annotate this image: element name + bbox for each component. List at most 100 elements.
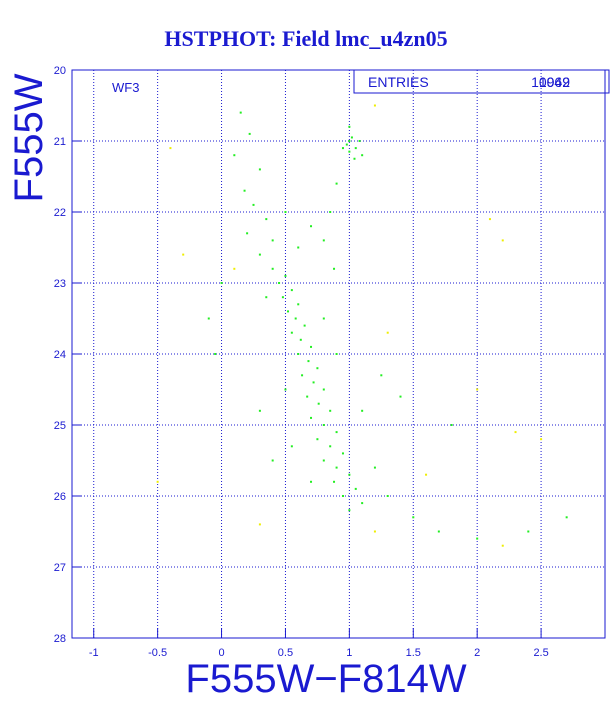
point xyxy=(303,324,306,327)
point xyxy=(380,374,383,377)
point xyxy=(312,381,315,384)
y-tick-label: 22 xyxy=(54,207,66,219)
point xyxy=(348,473,351,476)
point xyxy=(310,416,313,419)
y-tick-label: 28 xyxy=(54,633,66,645)
point xyxy=(501,544,504,547)
point xyxy=(284,274,287,277)
point xyxy=(350,136,353,139)
point xyxy=(239,111,242,114)
point xyxy=(341,452,344,455)
point xyxy=(299,338,302,341)
point xyxy=(565,516,568,519)
point xyxy=(310,225,313,228)
point xyxy=(306,395,309,398)
point xyxy=(527,530,530,533)
point xyxy=(182,253,185,256)
point xyxy=(335,182,338,185)
point xyxy=(258,409,261,412)
stats-label: ENTRIES xyxy=(368,74,429,90)
point xyxy=(348,125,351,128)
point xyxy=(290,445,293,448)
y-tick-label: 24 xyxy=(54,349,66,361)
y-tick-label: 23 xyxy=(54,278,66,290)
point xyxy=(335,466,338,469)
point xyxy=(437,530,440,533)
y-tick-label: 21 xyxy=(54,136,66,148)
point xyxy=(258,253,261,256)
point xyxy=(290,331,293,334)
x-tick-label: 1.5 xyxy=(406,647,421,659)
point xyxy=(373,104,376,107)
point xyxy=(316,367,319,370)
point xyxy=(425,473,428,476)
point xyxy=(271,239,274,242)
point xyxy=(348,509,351,512)
point xyxy=(233,154,236,157)
plot-frame xyxy=(71,69,606,639)
point xyxy=(284,211,287,213)
y-axis-label: F555W xyxy=(7,73,51,202)
point xyxy=(373,466,376,469)
point xyxy=(322,424,325,426)
x-axis-label: F555W−F814W xyxy=(185,657,466,701)
point xyxy=(294,317,297,320)
point xyxy=(354,487,357,490)
point xyxy=(278,282,281,284)
point xyxy=(488,218,491,221)
x-tick-label: 0 xyxy=(218,647,224,659)
point xyxy=(540,438,543,441)
point xyxy=(476,388,479,391)
x-tick-label: 1 xyxy=(346,647,352,659)
point xyxy=(361,409,364,412)
point xyxy=(329,409,332,412)
point xyxy=(220,282,223,284)
point xyxy=(252,203,255,206)
x-tick-label: 2.5 xyxy=(533,647,548,659)
point xyxy=(333,480,336,483)
point xyxy=(353,157,356,160)
point xyxy=(243,189,246,192)
point xyxy=(284,388,287,391)
point xyxy=(271,267,274,270)
point xyxy=(333,267,336,270)
x-tick-label: 0.5 xyxy=(278,647,293,659)
point xyxy=(265,218,268,221)
y-tick-label: 25 xyxy=(54,420,66,432)
point xyxy=(322,388,325,391)
point xyxy=(361,154,364,157)
point xyxy=(317,402,320,405)
point xyxy=(287,310,290,313)
point xyxy=(310,480,313,483)
point xyxy=(399,395,402,398)
point xyxy=(301,374,304,377)
point xyxy=(265,296,268,299)
point xyxy=(386,495,389,497)
point xyxy=(271,459,274,462)
point xyxy=(322,459,325,462)
y-tick-label: 27 xyxy=(54,562,66,574)
point xyxy=(412,516,415,519)
point xyxy=(341,495,344,497)
point xyxy=(297,303,300,306)
point xyxy=(345,143,348,146)
point xyxy=(248,132,251,135)
y-tick-label: 26 xyxy=(54,491,66,503)
x-tick-label: -0.5 xyxy=(148,647,167,659)
point xyxy=(348,140,351,142)
point xyxy=(307,360,310,363)
point xyxy=(310,345,313,348)
point xyxy=(316,438,319,441)
point xyxy=(322,239,325,242)
stats-value: 1962 xyxy=(539,74,570,90)
point xyxy=(476,537,479,540)
x-tick-label: -1 xyxy=(89,647,99,659)
chart-title: HSTPHOT: Field lmc_u4zn05 xyxy=(164,26,447,51)
x-tick-label: 2 xyxy=(474,647,480,659)
point xyxy=(329,211,332,213)
point xyxy=(450,424,453,426)
point xyxy=(297,246,300,249)
point xyxy=(348,150,351,153)
